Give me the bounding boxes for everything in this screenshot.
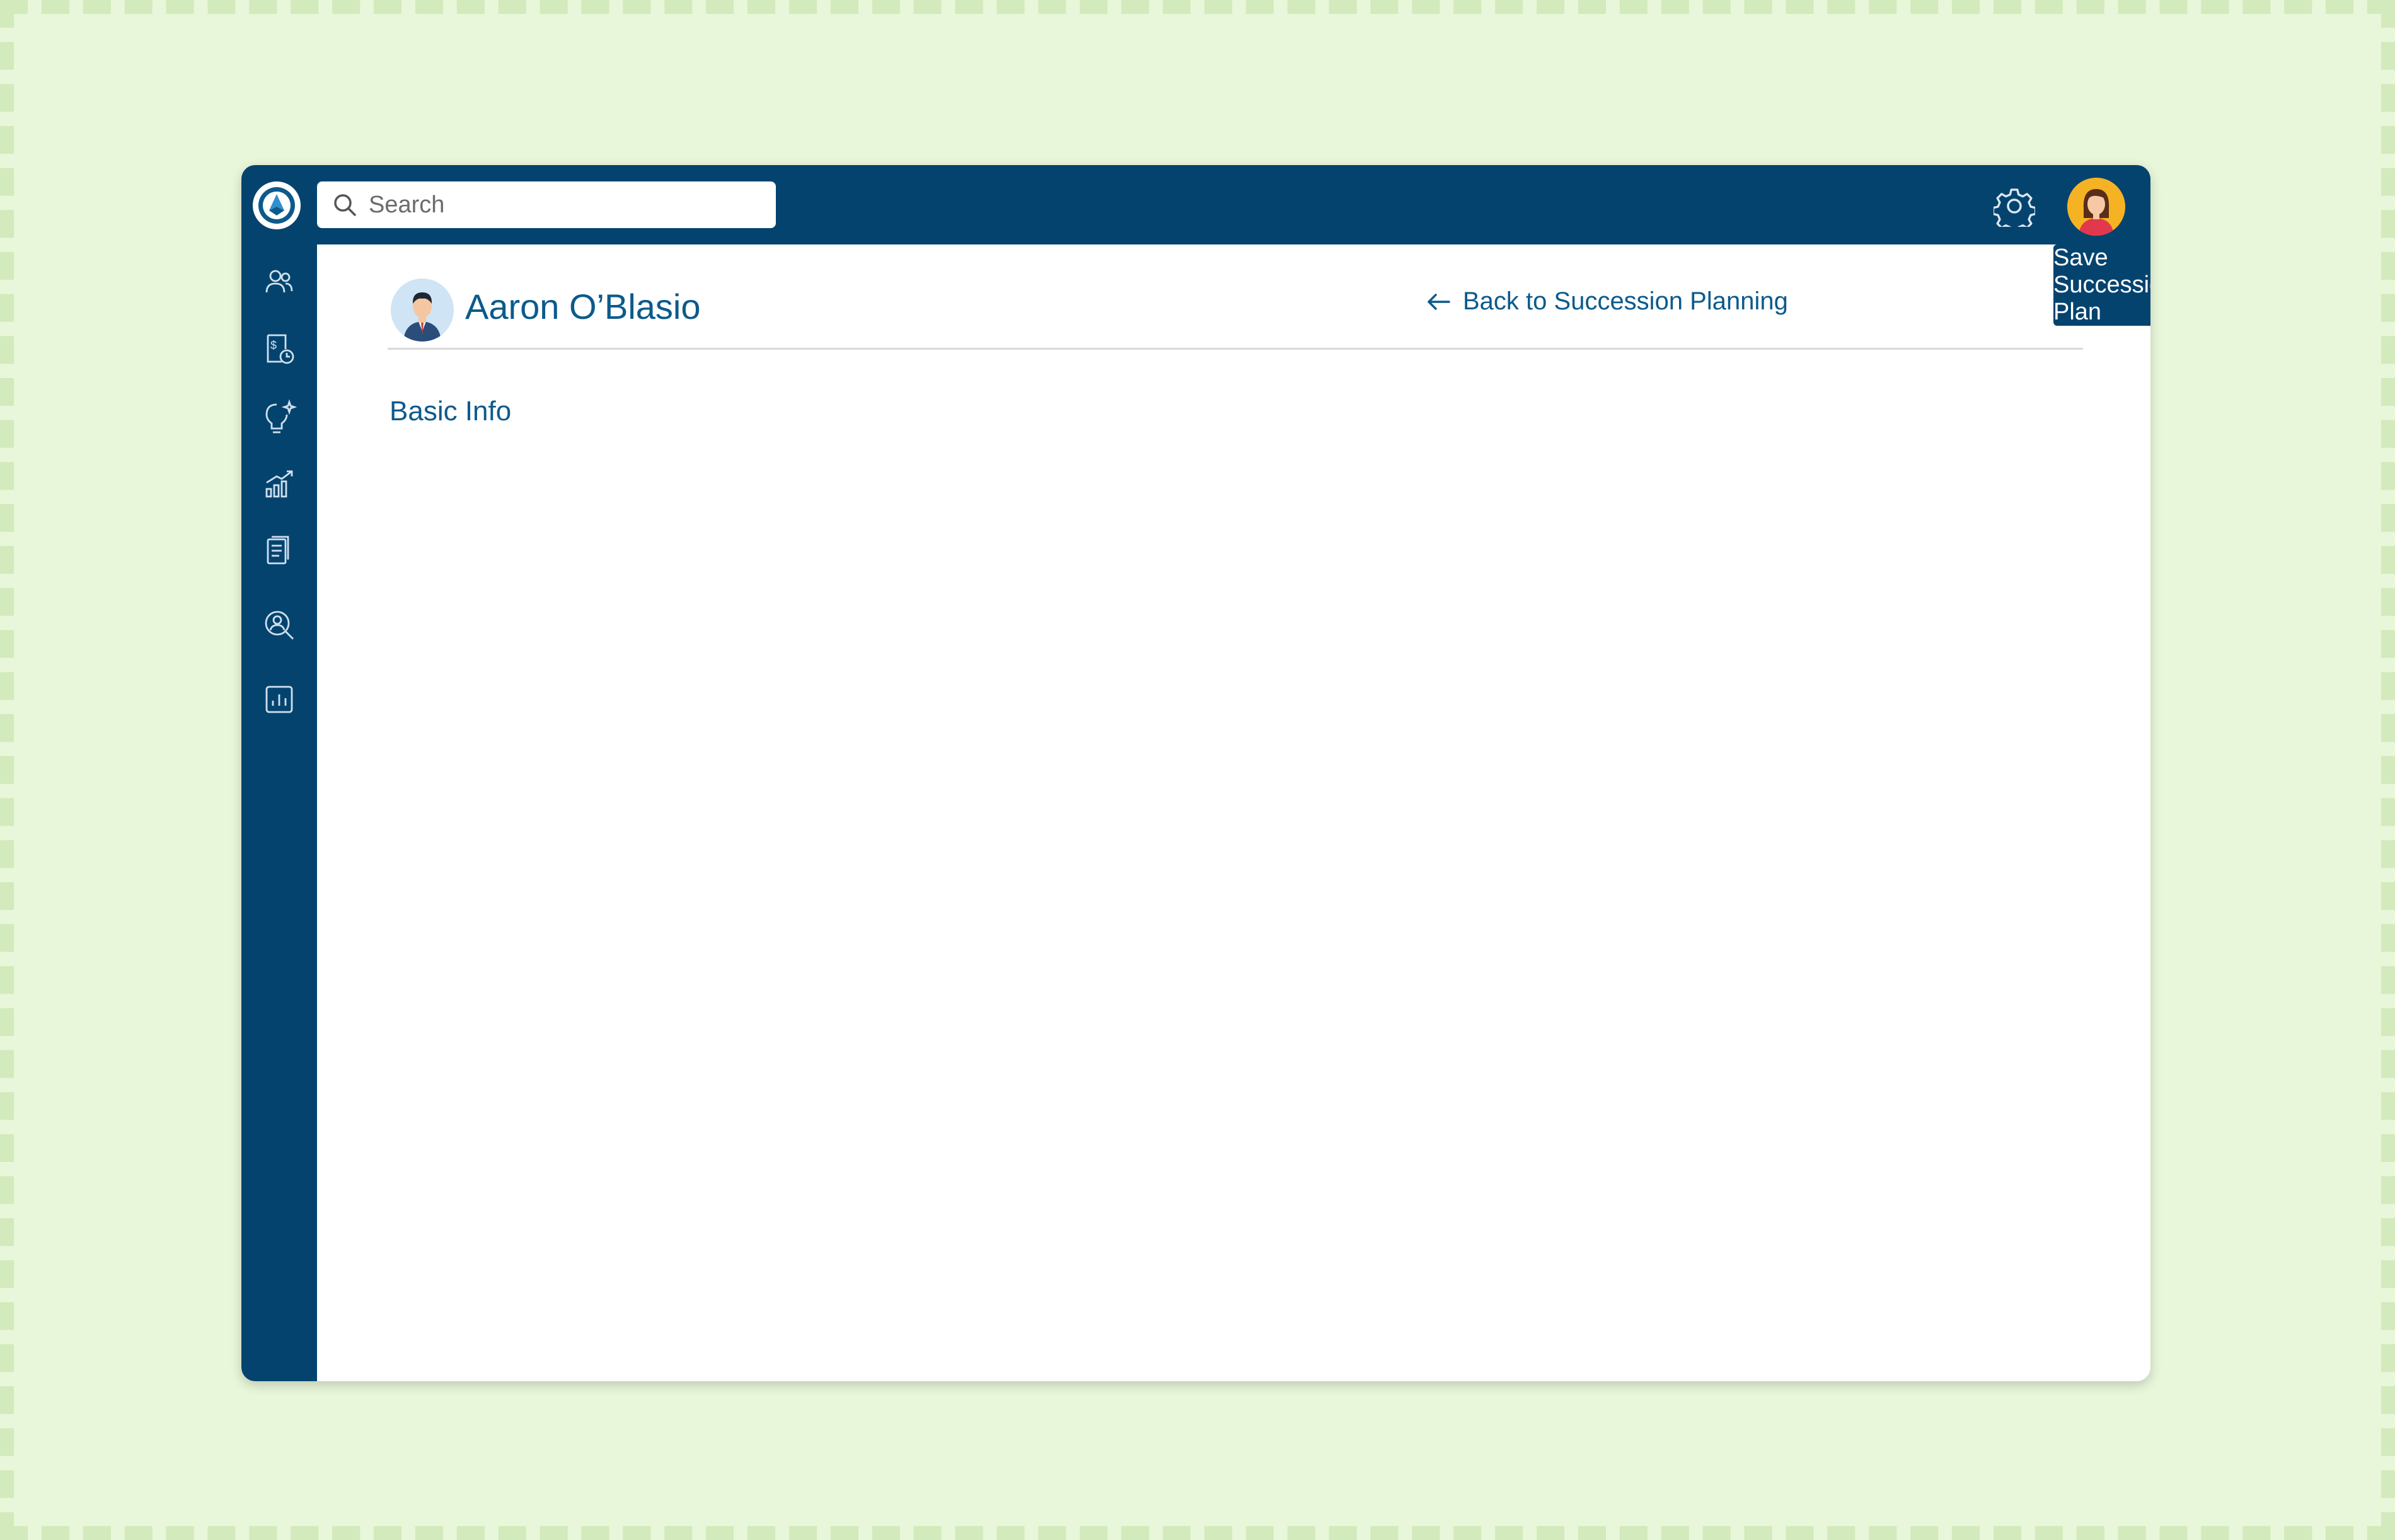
save-succession-plan-button[interactable]: Save Succession Plan — [2053, 244, 2150, 326]
top-bar — [241, 165, 2150, 244]
back-link-label: Back to Succession Planning — [1463, 287, 1788, 315]
sidebar: $ — [241, 244, 317, 1381]
svg-text:$: $ — [270, 339, 277, 352]
main-content: Aaron O’Blasio Back to Succession Planni… — [317, 244, 2150, 1381]
documents-icon[interactable] — [260, 532, 298, 570]
employee-name-heading: Aaron O’Blasio — [465, 287, 701, 326]
arrow-left-icon — [1428, 293, 1450, 310]
payroll-icon[interactable]: $ — [260, 330, 298, 368]
growth-chart-icon[interactable] — [260, 465, 298, 503]
talent-search-icon[interactable] — [260, 606, 298, 644]
search-icon — [334, 194, 356, 216]
header-divider — [388, 348, 2083, 350]
basic-info-title: Basic Info — [390, 396, 512, 427]
reports-icon[interactable] — [260, 681, 298, 718]
employee-avatar — [391, 279, 454, 342]
app-logo-icon[interactable] — [253, 181, 301, 229]
ideas-icon[interactable] — [260, 398, 298, 436]
people-icon[interactable] — [260, 263, 298, 301]
settings-gear-icon[interactable] — [1992, 184, 2036, 228]
app-window: $ — [241, 165, 2150, 1381]
search-input[interactable] — [369, 191, 747, 219]
user-avatar[interactable] — [2067, 178, 2125, 236]
back-to-succession-planning-link[interactable]: Back to Succession Planning — [1426, 287, 1788, 316]
search-bar[interactable] — [317, 181, 776, 228]
